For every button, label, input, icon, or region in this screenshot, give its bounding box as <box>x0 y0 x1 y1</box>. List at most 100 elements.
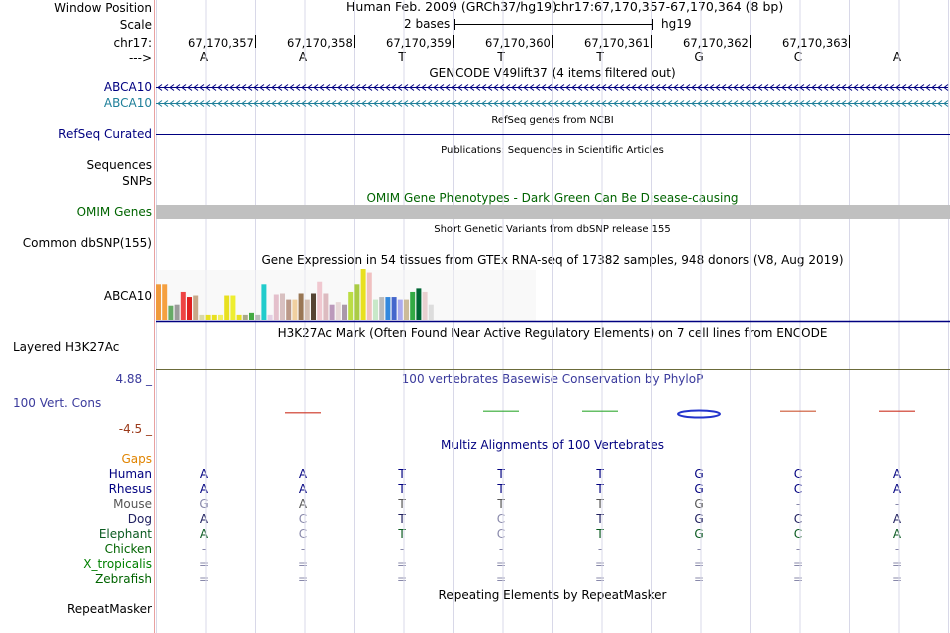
gtex-tissue-bar[interactable] <box>180 291 186 320</box>
gtex-tissue-bar[interactable] <box>360 269 366 320</box>
gtex-tissue-bar[interactable] <box>366 272 372 320</box>
gtex-tissue-bar[interactable] <box>280 293 285 320</box>
alignment-base: G <box>694 467 704 481</box>
gtex-tissue-bar[interactable] <box>404 299 409 320</box>
gtex-tissue-bar[interactable] <box>416 288 422 320</box>
gtex-tissue-bar[interactable] <box>286 299 292 320</box>
gtex-tissue-bar[interactable] <box>199 314 205 320</box>
strand-chevron <box>265 100 271 107</box>
alignment-base: A <box>892 467 902 481</box>
gtex-tissue-bar[interactable] <box>354 284 360 320</box>
gtex-tissue-bar[interactable] <box>292 299 298 320</box>
dbsnp-track-label[interactable]: Common dbSNP(155) <box>22 236 152 250</box>
gtex-tissue-bar[interactable] <box>218 314 223 320</box>
strand-chevron <box>673 100 679 107</box>
strand-chevron <box>535 84 541 91</box>
multiz-track-title[interactable]: Multiz Alignments of 100 Vertebrates <box>440 438 665 452</box>
gencode-item-label-2[interactable]: ABCA10 <box>103 96 152 110</box>
strand-chevron <box>931 84 937 91</box>
gencode-track[interactable] <box>156 84 949 107</box>
dbsnp-track-title[interactable]: Short Genetic Variants from dbSNP releas… <box>434 224 671 235</box>
omim-gene-bar[interactable] <box>156 205 950 219</box>
gtex-tissue-bar[interactable] <box>304 299 310 320</box>
alignment-base: A <box>892 527 902 541</box>
strand-chevron <box>397 100 403 107</box>
gtex-tissue-bar[interactable] <box>348 291 354 320</box>
gtex-tissue-bar[interactable] <box>342 304 347 320</box>
alignment-base: A <box>199 512 209 526</box>
sequences-track-label[interactable]: Sequences <box>86 158 152 172</box>
gtex-tissue-bar[interactable] <box>385 297 391 320</box>
strand-chevron <box>259 84 265 91</box>
strand-chevron <box>913 84 919 91</box>
gtex-tissue-bar[interactable] <box>317 281 323 320</box>
gtex-tissue-bar[interactable] <box>249 312 254 320</box>
strand-chevron <box>553 84 559 91</box>
gtex-tissue-bar[interactable] <box>255 314 261 320</box>
refseq-track-label[interactable]: RefSeq Curated <box>58 127 152 141</box>
gtex-tissue-bar[interactable] <box>162 284 168 320</box>
alignment-base: T <box>596 512 604 526</box>
h3k27ac-track-label[interactable]: Layered H3K27Ac <box>13 340 120 354</box>
gtex-tissue-bar[interactable] <box>187 297 192 320</box>
alignment-base: - <box>795 542 801 556</box>
gencode-item-label-1[interactable]: ABCA10 <box>103 80 152 94</box>
gtex-track-title[interactable]: Gene Expression in 54 tissues from GTEx … <box>261 253 844 267</box>
gtex-tissue-bar[interactable] <box>174 304 180 320</box>
alignment-base: C <box>496 527 506 541</box>
position-text[interactable]: chr17:67,170,357-67,170,364 (8 bp) <box>554 0 784 14</box>
alignment-base: C <box>793 467 803 481</box>
strand-chevron <box>841 100 847 107</box>
omim-track-title[interactable]: OMIM Gene Phenotypes - Dark Green Can Be… <box>366 191 739 205</box>
gtex-tissue-bar[interactable] <box>373 299 378 320</box>
gencode-track-title[interactable]: GENCODE V49lift37 (4 items filtered out) <box>429 66 676 80</box>
repeatmasker-track-title[interactable]: Repeating Elements by RepeatMasker <box>438 588 667 602</box>
gtex-tissue-bar[interactable] <box>422 291 428 320</box>
gaps-label: Gaps <box>121 452 152 466</box>
strand-chevron <box>823 84 829 91</box>
alignment-base: - <box>399 542 405 556</box>
gtex-tissue-bar[interactable] <box>205 314 211 320</box>
phylop-track-title[interactable]: 100 vertebrates Basewise Conservation by… <box>401 372 704 386</box>
gtex-tissue-bar[interactable] <box>193 295 199 320</box>
snps-track-label[interactable]: SNPs <box>122 174 152 188</box>
strand-chevron <box>907 84 913 91</box>
phylop-track-label[interactable]: 100 Vert. Cons <box>13 396 102 410</box>
strand-chevron <box>319 100 325 107</box>
strand-chevron <box>163 100 169 107</box>
gtex-tissue-bar[interactable] <box>397 299 403 320</box>
omim-track-label[interactable]: OMIM Genes <box>76 205 152 219</box>
strand-chevron <box>901 84 907 91</box>
gtex-track-label[interactable]: ABCA10 <box>103 289 152 303</box>
gtex-tissue-bar[interactable] <box>168 305 174 320</box>
pubs-track-title[interactable]: Publications: Sequences in Scientific Ar… <box>441 145 664 156</box>
gtex-tissue-bar[interactable] <box>298 293 304 320</box>
alignment-base: T <box>596 482 604 496</box>
gtex-tissue-bar[interactable] <box>211 314 217 320</box>
alignment-base: T <box>497 467 505 481</box>
gtex-tissue-bar[interactable] <box>156 284 161 320</box>
strand-chevron <box>337 100 343 107</box>
gtex-tissue-bar[interactable] <box>323 293 329 320</box>
strand-chevron <box>877 100 883 107</box>
strand-chevron <box>457 84 463 91</box>
gtex-tissue-bar[interactable] <box>335 302 341 320</box>
gtex-tissue-bar[interactable] <box>273 294 279 321</box>
alignment-base: T <box>596 497 604 511</box>
gtex-tissue-bar[interactable] <box>267 314 273 320</box>
repeatmasker-track-label[interactable]: RepeatMasker <box>66 602 152 616</box>
h3k27ac-track-title[interactable]: H3K27Ac Mark (Often Found Near Active Re… <box>277 326 828 340</box>
gtex-tissue-bar[interactable] <box>428 304 434 320</box>
gtex-tissue-bar[interactable] <box>242 314 248 320</box>
gtex-tissue-bar[interactable] <box>391 297 397 320</box>
gtex-tissue-bar[interactable] <box>379 297 385 320</box>
refseq-track-title[interactable]: RefSeq genes from NCBI <box>491 115 614 126</box>
gtex-tissue-bar[interactable] <box>224 295 230 320</box>
gtex-tissue-bar[interactable] <box>261 284 267 320</box>
strand-chevron <box>409 84 415 91</box>
gtex-tissue-bar[interactable] <box>311 293 316 320</box>
gtex-tissue-bar[interactable] <box>329 304 335 320</box>
gtex-tissue-bar[interactable] <box>230 295 236 320</box>
gtex-tissue-bar[interactable] <box>236 314 242 320</box>
gtex-tissue-bar[interactable] <box>410 291 416 320</box>
